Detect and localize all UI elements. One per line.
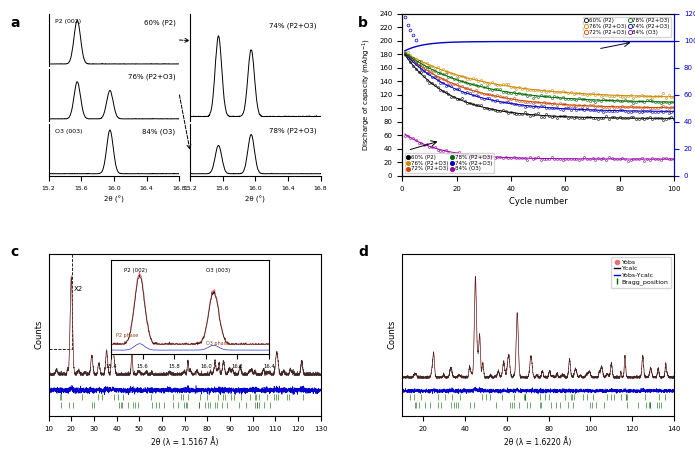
Text: 60% (P2): 60% (P2) — [144, 19, 175, 25]
X-axis label: 2θ (λ = 1.5167 Å): 2θ (λ = 1.5167 Å) — [151, 437, 218, 447]
X-axis label: 2θ (°): 2θ (°) — [104, 196, 124, 203]
Text: X2: X2 — [74, 286, 83, 292]
Text: 84% (O3): 84% (O3) — [142, 129, 175, 135]
Text: 74% (P2+O3): 74% (P2+O3) — [269, 23, 317, 29]
Y-axis label: Counts: Counts — [34, 320, 43, 349]
Legend: Yobs, Ycalc, Yobs-Ycalc, Bragg_position: Yobs, Ycalc, Yobs-Ycalc, Bragg_position — [611, 257, 671, 288]
Text: d: d — [358, 245, 368, 259]
Text: b: b — [358, 16, 368, 30]
X-axis label: Cycle number: Cycle number — [509, 197, 568, 206]
Text: c: c — [10, 245, 19, 259]
Text: O3 (003): O3 (003) — [55, 129, 83, 134]
Legend: 60% (P2), 76% (P2+O3), 72% (P2+O3), 78% (P2+O3), 74% (P2+O3), 84% (O3): 60% (P2), 76% (P2+O3), 72% (P2+O3), 78% … — [405, 153, 493, 173]
Y-axis label: Discharge of capacity (mAhg$^{-1}$): Discharge of capacity (mAhg$^{-1}$) — [361, 38, 373, 152]
Text: 76% (P2+O3): 76% (P2+O3) — [128, 74, 175, 80]
Y-axis label: Counts: Counts — [388, 320, 397, 349]
X-axis label: 2θ (°): 2θ (°) — [245, 196, 265, 203]
Text: 78% (P2+O3): 78% (P2+O3) — [269, 128, 317, 134]
Text: a: a — [10, 16, 20, 30]
Text: P2 (002): P2 (002) — [55, 19, 81, 24]
X-axis label: 2θ (λ = 1.6220 Å): 2θ (λ = 1.6220 Å) — [505, 437, 572, 447]
Bar — [49, 254, 72, 349]
